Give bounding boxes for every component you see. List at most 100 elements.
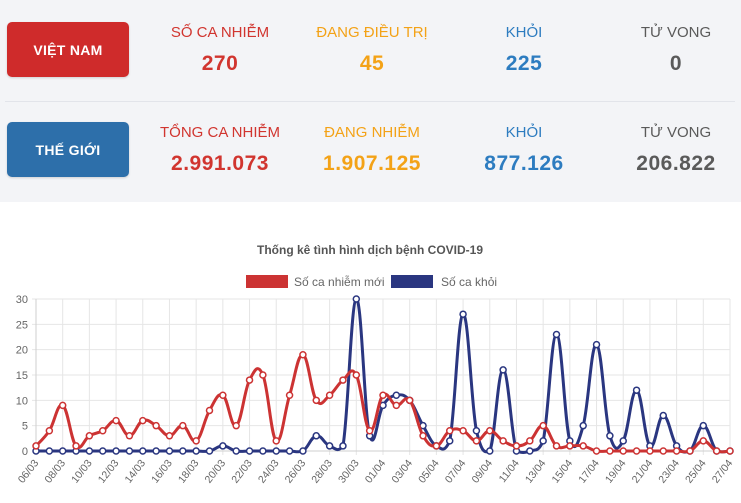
y-tick-label: 5 [22,421,28,433]
x-tick-label: 24/03 [256,457,282,485]
y-tick-label: 0 [22,446,28,458]
data-point-recovered [312,432,321,440]
x-tick-label: 18/03 [176,457,202,485]
data-point-recovered [85,447,94,455]
data-point-new-cases [139,416,147,425]
data-point-new-cases [72,442,80,450]
data-point-new-cases [472,437,481,445]
data-point-recovered [472,426,481,435]
x-tick-label: 10/03 [69,457,95,485]
data-point-new-cases [405,396,414,405]
data-point-new-cases [699,437,708,445]
data-point-recovered [352,295,361,303]
world-recovered-value: 877.126 [484,152,564,175]
data-point-new-cases [85,432,94,440]
data-point-new-cases [512,442,521,450]
world-deaths-stat: TỬ VONG 206.822 [596,110,741,176]
data-point-new-cases [58,401,67,410]
x-tick-label: 05/04 [416,457,442,485]
x-tick-label: 26/03 [283,457,309,485]
data-point-new-cases [299,350,307,359]
data-point-new-cases [379,391,387,400]
x-tick-label: 23/04 [656,457,682,485]
x-tick-label: 11/04 [497,457,522,485]
legend-swatch-new-cases [246,275,288,288]
data-point-recovered [539,437,547,445]
covid-line-chart: Thống kê tình hình dịch bệnh COVID-19 Số … [16,243,736,486]
stats-panel: VIỆT NAM SỐ CA NHIỄM 270 ĐANG ĐIỀU TRỊ 4… [0,0,741,202]
vn-treating-value: 45 [359,52,385,75]
vn-deaths-value: 0 [669,52,683,75]
x-tick-label: 22/03 [229,457,255,485]
data-point-recovered [152,447,160,455]
x-tick-label: 06/03 [16,457,42,485]
data-point-recovered [179,447,187,455]
data-point-new-cases [192,437,200,445]
world-infected-value: 2.991.073 [171,152,269,175]
data-point-new-cases [112,416,120,425]
data-point-new-cases [352,371,361,379]
y-tick-label: 20 [16,345,28,357]
vn-deaths-stat: TỬ VONG 0 [596,10,741,76]
data-point-new-cases [646,447,654,455]
x-tick-label: 14/03 [122,457,148,485]
world-button[interactable]: THẾ GIỚI [7,122,129,177]
data-point-new-cases [165,432,174,440]
x-tick-label: 27/04 [710,457,736,485]
data-point-recovered [552,330,561,339]
data-point-recovered [219,442,227,450]
data-point-recovered [139,447,147,455]
data-point-new-cases [98,426,107,435]
data-point-new-cases [712,447,721,455]
x-tick-label: 03/04 [389,457,415,485]
data-point-recovered [526,447,534,455]
data-point-new-cases [285,391,294,400]
data-point-new-cases [219,391,227,400]
data-point-new-cases [365,426,374,435]
data-point-new-cases [179,421,187,430]
x-tick-label: 13/04 [523,457,549,485]
data-point-new-cases [686,447,694,455]
vn-recovered-value: 225 [505,52,543,75]
data-point-new-cases [325,391,334,400]
data-point-new-cases [419,432,427,440]
vn-recovered-label: KHỎI [505,24,543,41]
legend-label-new-cases: Số ca nhiễm mới [294,274,385,289]
data-point-new-cases [205,406,214,415]
vn-deaths-label: TỬ VONG [640,24,712,41]
chart-title: Thống kê tình hình dịch bệnh COVID-19 [257,243,483,257]
data-point-new-cases [259,371,267,379]
data-point-recovered [125,447,134,455]
data-point-new-cases [566,442,574,450]
data-point-recovered [339,442,347,450]
data-point-recovered [392,391,401,400]
data-point-new-cases [606,447,614,455]
data-point-recovered [699,421,708,430]
x-tick-label: 20/03 [203,457,229,485]
data-point-recovered [659,411,668,420]
vietnam-button[interactable]: VIỆT NAM [7,22,129,77]
x-tick-label: 21/04 [630,457,656,485]
data-point-recovered [45,447,54,455]
x-tick-label: 30/03 [336,457,362,485]
data-point-new-cases [312,396,321,405]
data-point-recovered [459,310,467,318]
data-point-recovered [285,447,294,455]
vn-infected-value: 270 [201,52,239,75]
data-point-new-cases [392,401,401,410]
world-stats-row: THẾ GIỚI TỔNG CA NHIỄM 2.991.073 ĐANG NH… [0,110,741,190]
x-tick-label: 08/03 [42,457,68,485]
x-tick-label: 19/04 [603,457,629,485]
data-point-recovered [112,447,120,455]
world-recovered-label: KHỎI [505,124,543,141]
data-point-new-cases [245,376,254,384]
x-tick-label: 17/04 [576,457,602,485]
data-point-new-cases [632,447,641,455]
data-point-new-cases [726,447,734,455]
data-point-new-cases [339,376,347,384]
world-deaths-value: 206.822 [636,152,716,175]
data-point-recovered [299,447,307,455]
data-point-new-cases [272,437,280,445]
data-point-new-cases [526,437,534,445]
data-point-recovered [632,386,641,394]
